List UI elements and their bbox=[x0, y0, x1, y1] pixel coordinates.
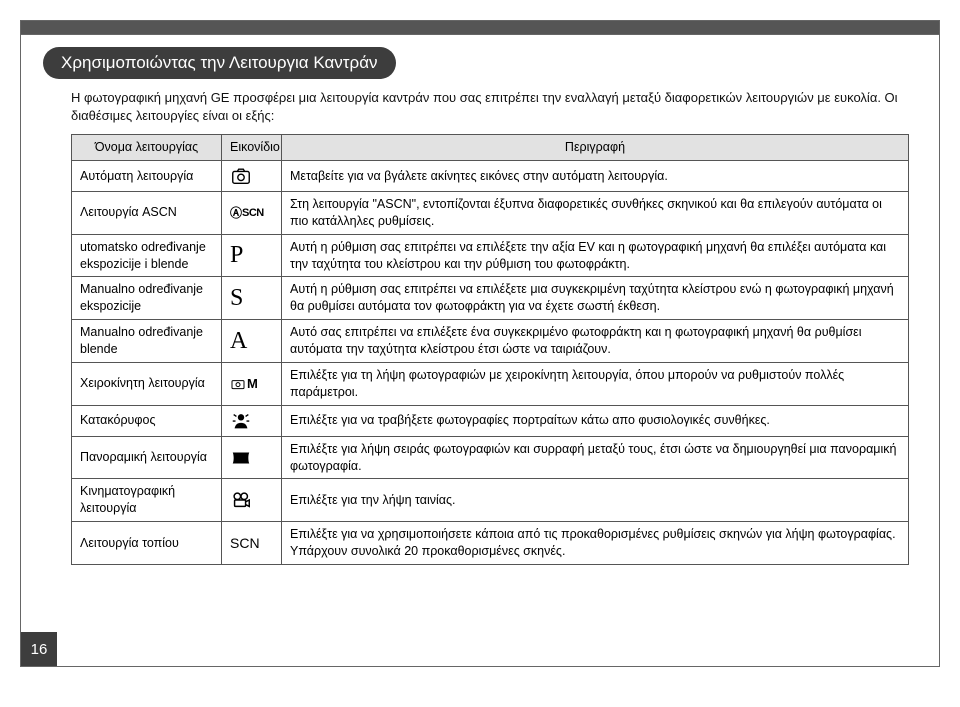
mode-desc-cell: Μεταβείτε για να βγάλετε ακίνητες εικόνε… bbox=[282, 160, 909, 191]
mode-desc-cell: Αυτό σας επιτρέπει να επιλέξετε ένα συγκ… bbox=[282, 320, 909, 363]
page-content: Χρησιμοποιώντας την Λειτουργια Καντράν Η… bbox=[21, 35, 939, 577]
top-bar bbox=[21, 21, 939, 35]
mode-desc-cell: Αυτή η ρύθμιση σας επιτρέπει να επιλέξετ… bbox=[282, 277, 909, 320]
mode-icon-cell: P bbox=[222, 234, 282, 277]
mode-icon-cell: ⒶSCN bbox=[222, 191, 282, 234]
movie-camera-icon bbox=[230, 489, 252, 511]
mode-desc-cell: Στη λειτουργία "ASCN", εντοπίζονται έξυπ… bbox=[282, 191, 909, 234]
table-row: Κατακόρυφος Επιλέξτε για να τραβήξετε φωτ… bbox=[72, 405, 909, 436]
table-row: Manualno određivanje blendeA Αυτό σας επι… bbox=[72, 320, 909, 363]
section-title: Χρησιμοποιώντας την Λειτουργια Καντράν bbox=[43, 47, 396, 79]
mode-name-cell: Manualno određivanje blende bbox=[72, 320, 222, 363]
portrait-icon bbox=[230, 410, 252, 432]
table-row: Πανοραμική λειτουργία Επιλέξτε για λήψη σ… bbox=[72, 436, 909, 479]
mode-icon-cell: A bbox=[222, 320, 282, 363]
mode-desc-cell: Επιλέξτε για την λήψη ταινίας. bbox=[282, 479, 909, 522]
page-number: 16 bbox=[21, 632, 57, 666]
table-row: Κινηματογραφική λειτουργία Επιλέξτε για τ… bbox=[72, 479, 909, 522]
mode-name-cell: Λειτουργία ASCN bbox=[72, 191, 222, 234]
mode-icon-cell: M bbox=[222, 362, 282, 405]
table-row: Λειτουργία ASCN ⒶSCN Στη λειτουργία "ASCN"… bbox=[72, 191, 909, 234]
mode-desc-cell: Επιλέξτε για να χρησιμοποιήσετε κάποια α… bbox=[282, 522, 909, 565]
mode-name-cell: Χειροκίνητη λειτουργία bbox=[72, 362, 222, 405]
table-row: Χειροκίνητη λειτουργία M Επιλέξτε για τη λ… bbox=[72, 362, 909, 405]
col-icon-header: Εικονίδιο bbox=[222, 135, 282, 161]
manual-page: Χρησιμοποιώντας την Λειτουργια Καντράν Η… bbox=[20, 20, 940, 667]
mode-icon-cell bbox=[222, 479, 282, 522]
mode-icon-cell bbox=[222, 405, 282, 436]
col-name-header: Όνομα λειτουργίας bbox=[72, 135, 222, 161]
mode-name-cell: Αυτόματη λειτουργία bbox=[72, 160, 222, 191]
mode-icon-cell bbox=[222, 160, 282, 191]
col-desc-header: Περιγραφή bbox=[282, 135, 909, 161]
mode-name-cell: Λειτουργία τοπίου bbox=[72, 522, 222, 565]
mode-icon-cell: S bbox=[222, 277, 282, 320]
mode-desc-cell: Αυτή η ρύθμιση σας επιτρέπει να επιλέξετ… bbox=[282, 234, 909, 277]
mode-letter-icon: P bbox=[230, 239, 243, 271]
mode-name-cell: Πανοραμική λειτουργία bbox=[72, 436, 222, 479]
mode-name-cell: Κινηματογραφική λειτουργία bbox=[72, 479, 222, 522]
table-row: Λειτουργία τοπίου SCN Επιλέξτε για να χρησ… bbox=[72, 522, 909, 565]
panorama-icon bbox=[230, 447, 252, 469]
table-header-row: Όνομα λειτουργίας Εικονίδιο Περιγραφή bbox=[72, 135, 909, 161]
table-row: utomatsko određivanje ekspozicije i blen… bbox=[72, 234, 909, 277]
mode-desc-cell: Επιλέξτε για τη λήψη φωτογραφιών με χειρ… bbox=[282, 362, 909, 405]
mode-letter-icon: A bbox=[230, 325, 247, 357]
mode-name-cell: utomatsko određivanje ekspozicije i blen… bbox=[72, 234, 222, 277]
mode-name-cell: Manualno određivanje ekspozicije bbox=[72, 277, 222, 320]
ascn-icon: ⒶSCN bbox=[230, 205, 264, 222]
table-row: Manualno određivanje ekspozicijeS Αυτή η … bbox=[72, 277, 909, 320]
manual-icon: M bbox=[230, 375, 258, 393]
scn-text-icon: SCN bbox=[230, 534, 260, 553]
intro-text: Η φωτογραφική μηχανή GE προσφέρει μια λε… bbox=[71, 89, 909, 124]
mode-desc-cell: Επιλέξτε για να τραβήξετε φωτογραφίες πο… bbox=[282, 405, 909, 436]
mode-icon-cell bbox=[222, 436, 282, 479]
table-row: Αυτόματη λειτουργία Μεταβείτε για να βγάλ… bbox=[72, 160, 909, 191]
mode-name-cell: Κατακόρυφος bbox=[72, 405, 222, 436]
modes-table: Όνομα λειτουργίας Εικονίδιο Περιγραφή Αυ… bbox=[71, 134, 909, 565]
mode-desc-cell: Επιλέξτε για λήψη σειράς φωτογραφιών και… bbox=[282, 436, 909, 479]
mode-icon-cell: SCN bbox=[222, 522, 282, 565]
mode-letter-icon: S bbox=[230, 282, 243, 314]
camera-icon bbox=[230, 165, 252, 187]
